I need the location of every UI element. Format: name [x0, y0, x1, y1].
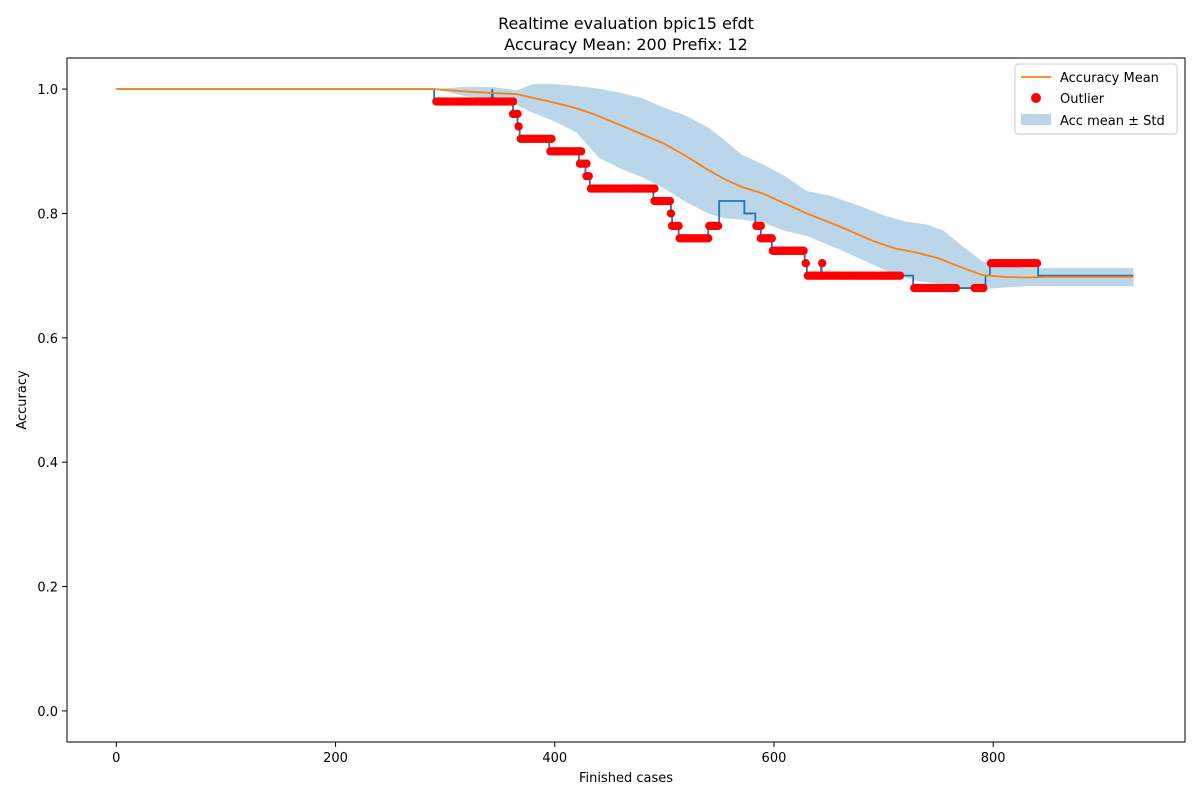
outlier-point — [508, 97, 518, 106]
x-tick-label: 400 — [542, 751, 567, 766]
legend-frame — [1014, 63, 1178, 135]
legend-outlier-swatch — [1031, 93, 1041, 103]
outlier-point — [979, 283, 988, 293]
plot-area — [116, 84, 1134, 293]
y-tick-label: 0.4 — [37, 456, 58, 471]
chart-title: Realtime evaluation bpic15 efdt — [498, 14, 754, 33]
y-tick-label: 1.0 — [37, 83, 58, 98]
accuracy-mean-line — [116, 88, 1134, 279]
outlier-point — [799, 246, 808, 255]
legend-mean-label: Accuracy Mean — [1060, 71, 1159, 86]
outlier-point — [576, 147, 586, 156]
outlier-point — [674, 221, 683, 231]
outlier-point — [650, 184, 659, 193]
outlier-point — [704, 234, 713, 243]
outlier-point — [547, 134, 556, 144]
y-tick-label: 0.0 — [37, 705, 58, 720]
axes-ticks: 0 200 400 600 800 0.0 0.2 0.4 0.6 0.8 1.0 — [37, 83, 1005, 766]
outlier-point — [513, 109, 522, 119]
outlier-point — [951, 283, 961, 293]
outlier-point — [666, 209, 676, 218]
y-tick-label: 0.8 — [37, 207, 58, 222]
legend: Accuracy Mean Outlier Acc mean ± Std — [1014, 63, 1178, 135]
outlier-point — [767, 234, 776, 243]
outlier-point — [818, 259, 827, 268]
x-tick-label: 600 — [762, 751, 787, 766]
x-tick-label: 0 — [112, 751, 120, 766]
outlier-points — [432, 97, 1042, 293]
y-tick-label: 0.2 — [37, 581, 58, 596]
y-axis-label: Accuracy — [15, 370, 30, 430]
legend-band-swatch — [1021, 114, 1051, 125]
legend-outlier-label: Outlier — [1060, 92, 1105, 107]
outlier-point — [801, 259, 810, 268]
outlier-point — [582, 159, 591, 168]
outlier-point — [1032, 259, 1042, 268]
outlier-point — [584, 171, 593, 181]
outlier-point — [756, 221, 766, 231]
outlier-point — [514, 122, 523, 131]
std-band — [434, 84, 1134, 290]
x-tick-label: 200 — [323, 751, 348, 766]
outlier-point — [713, 221, 723, 231]
legend-band-label: Acc mean ± Std — [1060, 114, 1165, 129]
x-axis-label: Finished cases — [579, 771, 673, 786]
x-tick-label: 800 — [981, 751, 1006, 766]
chart-subtitle: Accuracy Mean: 200 Prefix: 12 — [504, 35, 748, 54]
axes-frame — [66, 57, 1186, 743]
y-tick-label: 0.6 — [37, 332, 58, 347]
outlier-point — [895, 271, 905, 280]
outlier-point — [665, 196, 675, 206]
